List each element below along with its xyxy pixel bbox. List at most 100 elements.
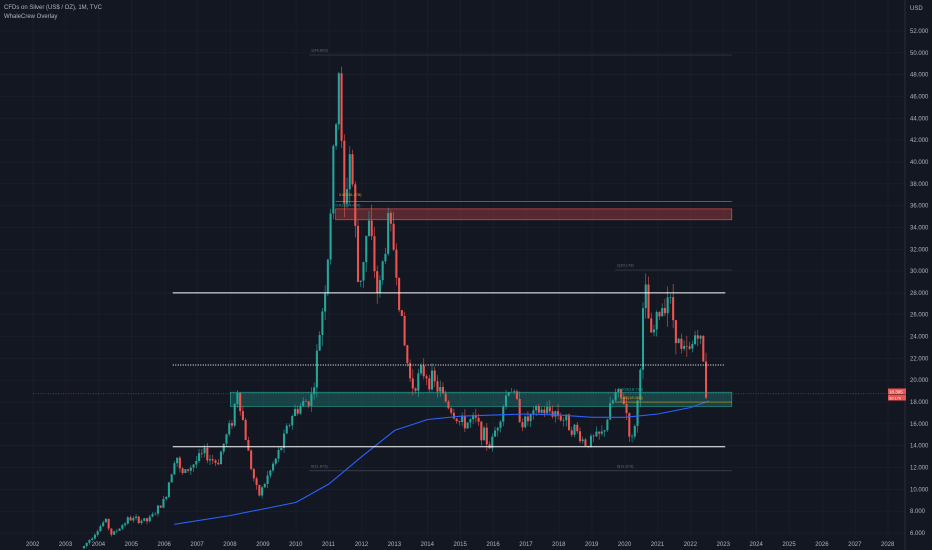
candle-body bbox=[704, 361, 708, 398]
candle-body bbox=[346, 189, 349, 204]
candle-body bbox=[622, 397, 625, 404]
candle-body bbox=[165, 496, 168, 500]
candle-body bbox=[104, 518, 107, 523]
candle-body bbox=[576, 424, 579, 432]
y-tick-label: 38.000 bbox=[910, 182, 929, 188]
candle-body bbox=[406, 345, 409, 364]
y-tick-label: 52.000 bbox=[910, 29, 929, 35]
candle-body bbox=[354, 184, 357, 226]
candle-body bbox=[463, 415, 466, 429]
x-tick-label: 2016 bbox=[486, 542, 500, 548]
y-tick-label: 42.000 bbox=[910, 138, 929, 144]
candle-body bbox=[159, 505, 162, 508]
candle-body bbox=[644, 284, 647, 309]
y-tick-label: 8.000 bbox=[910, 509, 926, 515]
candle-body bbox=[162, 499, 165, 508]
y-tick-label: 12.000 bbox=[910, 466, 929, 472]
x-tick-label: 2022 bbox=[684, 542, 698, 548]
candle-body bbox=[324, 293, 327, 312]
candle-body bbox=[603, 430, 606, 432]
candle-body bbox=[378, 280, 381, 293]
price-tag-box bbox=[888, 388, 906, 395]
candle-body bbox=[469, 419, 472, 423]
candle-body bbox=[669, 297, 672, 298]
candle-body bbox=[332, 145, 335, 214]
candle-body bbox=[329, 213, 332, 260]
candle-body bbox=[88, 539, 91, 543]
candle-body bbox=[318, 335, 321, 351]
x-tick-label: 2004 bbox=[92, 542, 106, 548]
candle-body bbox=[167, 482, 170, 497]
level-annotation: 0.618(34.489) bbox=[336, 203, 362, 208]
candle-body bbox=[274, 458, 277, 464]
candle-body bbox=[425, 376, 428, 379]
candle-body bbox=[609, 403, 612, 420]
candle-body bbox=[433, 370, 436, 382]
candle-body bbox=[93, 534, 96, 539]
zone-rect bbox=[335, 208, 733, 221]
candle-body bbox=[351, 154, 354, 185]
candle-body bbox=[625, 403, 628, 414]
level-annotation: 0(11.673) bbox=[617, 464, 634, 469]
candle-body bbox=[565, 414, 568, 421]
candle-body bbox=[291, 415, 294, 426]
level-annotation: 1(49.802) bbox=[311, 48, 329, 53]
candle-body bbox=[118, 528, 121, 531]
candle-body bbox=[685, 345, 688, 347]
candle-body bbox=[504, 395, 508, 407]
candle-body bbox=[296, 408, 299, 414]
candle-body bbox=[398, 277, 401, 311]
candle-body bbox=[672, 297, 675, 321]
candle-body bbox=[699, 335, 702, 339]
x-tick-label: 2019 bbox=[585, 542, 599, 548]
candle-body bbox=[483, 427, 486, 441]
candle-body bbox=[551, 411, 554, 417]
symbol-title[interactable]: CFDs on Silver (US$ / OZ), 1M, TVC bbox=[4, 5, 102, 11]
candle-body bbox=[529, 414, 532, 422]
candle-body bbox=[450, 408, 453, 413]
x-tick-label: 2012 bbox=[355, 542, 369, 548]
candle-body bbox=[663, 308, 666, 314]
candle-body bbox=[436, 381, 439, 392]
candle-body bbox=[452, 412, 455, 419]
candle-body bbox=[384, 253, 387, 262]
candle-body bbox=[181, 468, 184, 474]
candle-body bbox=[614, 392, 617, 401]
candle-body bbox=[652, 329, 656, 333]
y-tick-label: 34.000 bbox=[910, 225, 929, 231]
candle-body bbox=[691, 344, 694, 349]
candle-body bbox=[263, 484, 266, 488]
candle-body bbox=[617, 389, 620, 393]
axes: USD 52.000 50.000 48.000 46.000 44.000 42.000… bbox=[26, 0, 929, 550]
candle-body bbox=[455, 418, 458, 422]
grid bbox=[0, 0, 905, 538]
candle-body bbox=[595, 431, 598, 437]
candle-body bbox=[666, 297, 669, 314]
y-tick-label: 18.000 bbox=[910, 400, 929, 406]
candle-body bbox=[266, 475, 269, 485]
candle-body bbox=[694, 335, 697, 345]
indicator-name[interactable]: WhaleCrew Overlay bbox=[4, 14, 58, 20]
candle-body bbox=[200, 453, 203, 454]
candle-body bbox=[477, 417, 480, 422]
candle-body bbox=[526, 416, 529, 422]
candle-body bbox=[513, 391, 516, 393]
ma-line bbox=[174, 400, 709, 525]
price-tag: 18.395 5d 17h bbox=[888, 388, 906, 401]
candle-body bbox=[458, 421, 461, 422]
x-tick-label: 2006 bbox=[158, 542, 172, 548]
candle-body bbox=[362, 262, 365, 281]
candle-body bbox=[277, 449, 280, 459]
candle-body bbox=[521, 422, 524, 428]
y-tick-label: 36.000 bbox=[910, 204, 929, 210]
x-tick-label: 2005 bbox=[125, 542, 139, 548]
y-tick-label: 24.000 bbox=[910, 335, 929, 341]
candle-body bbox=[272, 463, 275, 471]
candle-body bbox=[461, 415, 464, 422]
candle-body bbox=[567, 414, 571, 431]
candle-body bbox=[148, 516, 151, 522]
candle-body bbox=[409, 363, 412, 379]
candle-body bbox=[217, 462, 220, 465]
candle-body bbox=[269, 470, 272, 476]
